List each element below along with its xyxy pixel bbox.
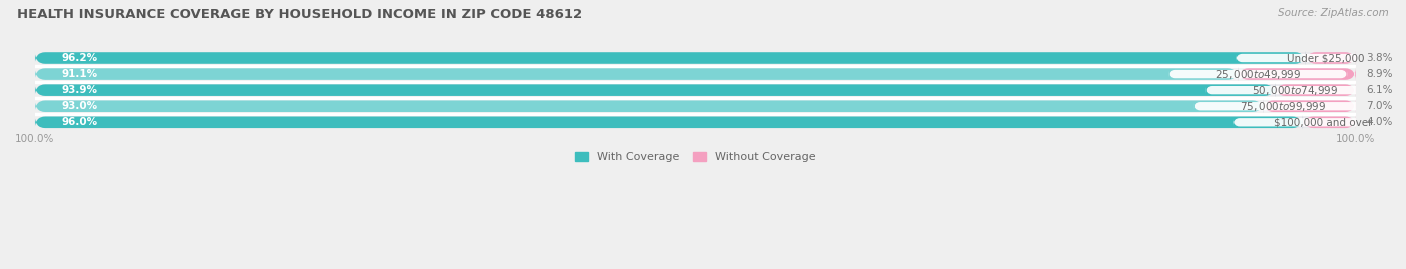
Text: 3.8%: 3.8%: [1367, 53, 1393, 63]
Text: 96.2%: 96.2%: [60, 53, 97, 63]
Text: Source: ZipAtlas.com: Source: ZipAtlas.com: [1278, 8, 1389, 18]
FancyBboxPatch shape: [1264, 99, 1355, 113]
FancyBboxPatch shape: [35, 83, 1355, 97]
FancyBboxPatch shape: [1239, 67, 1355, 81]
Text: 96.0%: 96.0%: [60, 117, 97, 127]
FancyBboxPatch shape: [35, 99, 1355, 113]
Text: 91.1%: 91.1%: [60, 69, 97, 79]
Text: HEALTH INSURANCE COVERAGE BY HOUSEHOLD INCOME IN ZIP CODE 48612: HEALTH INSURANCE COVERAGE BY HOUSEHOLD I…: [17, 8, 582, 21]
FancyBboxPatch shape: [1303, 115, 1355, 129]
FancyBboxPatch shape: [35, 51, 1306, 65]
Text: 6.1%: 6.1%: [1367, 85, 1393, 95]
FancyBboxPatch shape: [1194, 102, 1372, 110]
Text: $100,000 and over: $100,000 and over: [1274, 117, 1372, 127]
FancyBboxPatch shape: [1206, 86, 1384, 94]
Text: 8.9%: 8.9%: [1367, 69, 1393, 79]
FancyBboxPatch shape: [1306, 51, 1355, 65]
FancyBboxPatch shape: [35, 83, 1275, 97]
FancyBboxPatch shape: [1236, 54, 1406, 62]
Text: Under $25,000: Under $25,000: [1286, 53, 1364, 63]
FancyBboxPatch shape: [35, 115, 1355, 129]
FancyBboxPatch shape: [35, 67, 1355, 81]
FancyBboxPatch shape: [1168, 70, 1347, 78]
Text: $50,000 to $74,999: $50,000 to $74,999: [1251, 84, 1339, 97]
FancyBboxPatch shape: [1275, 83, 1355, 97]
FancyBboxPatch shape: [35, 67, 1239, 81]
FancyBboxPatch shape: [35, 51, 1355, 65]
Text: 7.0%: 7.0%: [1367, 101, 1393, 111]
Text: $25,000 to $49,999: $25,000 to $49,999: [1215, 68, 1301, 81]
FancyBboxPatch shape: [35, 115, 1303, 129]
Text: 93.9%: 93.9%: [60, 85, 97, 95]
FancyBboxPatch shape: [1233, 118, 1406, 126]
Text: 4.0%: 4.0%: [1367, 117, 1393, 127]
Legend: With Coverage, Without Coverage: With Coverage, Without Coverage: [571, 147, 820, 167]
Text: $75,000 to $99,999: $75,000 to $99,999: [1240, 100, 1326, 113]
FancyBboxPatch shape: [35, 99, 1264, 113]
Text: 93.0%: 93.0%: [60, 101, 97, 111]
